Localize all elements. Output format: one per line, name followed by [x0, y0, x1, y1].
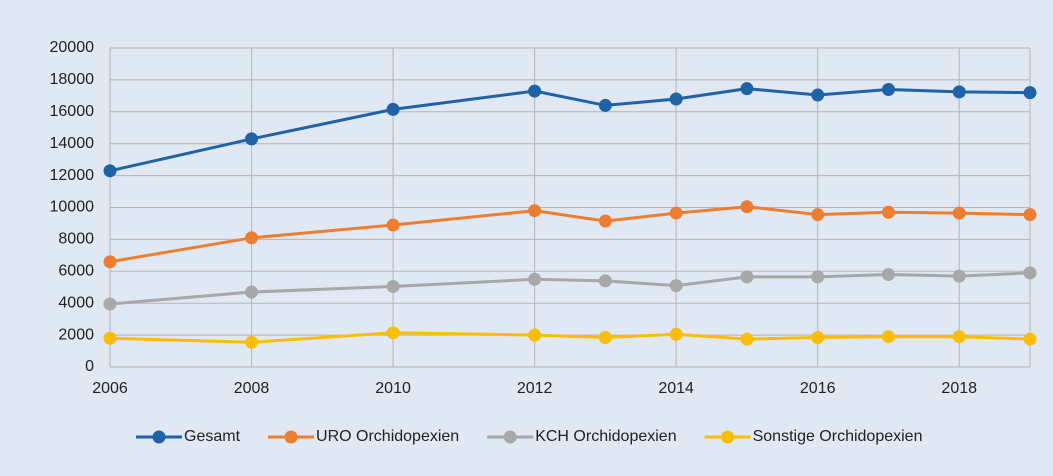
data-point	[386, 218, 400, 232]
data-point	[740, 270, 754, 284]
y-tick-label: 8000	[58, 231, 94, 248]
y-tick-label: 20000	[50, 39, 95, 56]
data-point	[598, 274, 612, 288]
data-point	[669, 206, 683, 220]
legend-marker	[152, 430, 166, 444]
data-point	[598, 98, 612, 112]
data-point	[598, 330, 612, 344]
x-tick-label: 2008	[234, 380, 270, 397]
data-point	[952, 85, 966, 99]
data-point	[103, 297, 117, 311]
legend-marker	[284, 430, 298, 444]
y-tick-label: 6000	[58, 263, 94, 280]
legend-label: Gesamt	[184, 428, 241, 445]
y-tick-label: 10000	[50, 199, 95, 216]
data-point	[811, 88, 825, 102]
legend-label: Sonstige Orchidopexien	[753, 428, 923, 445]
data-point	[528, 204, 542, 218]
data-point	[1023, 332, 1037, 346]
data-point	[528, 84, 542, 98]
data-point	[245, 285, 259, 299]
data-point	[881, 205, 895, 219]
data-point	[740, 200, 754, 214]
legend-marker	[503, 430, 517, 444]
data-point	[740, 332, 754, 346]
data-point	[598, 214, 612, 228]
data-point	[528, 328, 542, 342]
y-tick-label: 18000	[50, 71, 95, 88]
data-point	[811, 208, 825, 222]
data-point	[528, 272, 542, 286]
data-point	[245, 335, 259, 349]
legend-label: KCH Orchidopexien	[535, 428, 676, 445]
data-point	[669, 279, 683, 293]
data-point	[881, 82, 895, 96]
x-tick-label: 2014	[658, 380, 694, 397]
data-point	[103, 255, 117, 269]
data-point	[811, 330, 825, 344]
data-point	[103, 331, 117, 345]
data-point	[669, 327, 683, 341]
x-tick-label: 2010	[375, 380, 411, 397]
data-point	[103, 164, 117, 178]
x-tick-label: 2006	[92, 380, 128, 397]
data-point	[245, 132, 259, 146]
data-point	[952, 269, 966, 283]
data-point	[881, 267, 895, 281]
legend-marker	[721, 430, 735, 444]
data-point	[386, 279, 400, 293]
y-tick-label: 2000	[58, 326, 94, 343]
y-tick-label: 12000	[50, 167, 95, 184]
y-tick-label: 0	[85, 358, 94, 375]
series-line	[109, 87, 1031, 173]
data-point	[881, 330, 895, 344]
data-point	[811, 270, 825, 284]
legend-label: URO Orchidopexien	[316, 428, 459, 445]
data-point	[952, 206, 966, 220]
data-point	[740, 82, 754, 96]
data-point	[245, 231, 259, 245]
data-point	[669, 92, 683, 106]
data-point	[952, 330, 966, 344]
y-tick-label: 14000	[50, 135, 95, 152]
data-point	[1023, 266, 1037, 280]
y-tick-label: 4000	[58, 294, 94, 311]
data-point	[1023, 86, 1037, 100]
y-tick-label: 16000	[50, 103, 95, 120]
data-point	[386, 326, 400, 340]
data-point	[386, 102, 400, 116]
x-tick-label: 2012	[517, 380, 553, 397]
x-tick-label: 2018	[941, 380, 977, 397]
x-tick-label: 2016	[800, 380, 836, 397]
data-point	[1023, 208, 1037, 222]
